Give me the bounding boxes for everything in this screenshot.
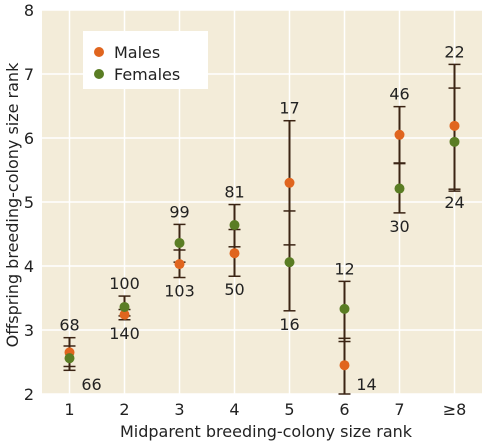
x-tick-label: 3 xyxy=(174,400,184,419)
data-points xyxy=(64,120,460,371)
point-females xyxy=(284,257,295,268)
legend: Males Females xyxy=(83,31,208,89)
n-label-males: 46 xyxy=(389,85,409,104)
n-label-females: 30 xyxy=(389,217,409,236)
x-tick-label: 5 xyxy=(284,400,294,419)
n-label-females: 12 xyxy=(334,259,354,278)
n-label-females: 66 xyxy=(81,375,101,394)
n-label-females: 24 xyxy=(444,193,464,212)
legend-marker-females xyxy=(94,69,104,79)
y-tick-label: 4 xyxy=(24,257,34,276)
y-axis-label: Offspring breeding-colony size rank xyxy=(3,62,22,347)
legend-label-males: Males xyxy=(114,43,160,62)
point-females xyxy=(64,353,75,364)
y-tick-label: 3 xyxy=(24,321,34,340)
point-females xyxy=(339,303,350,314)
point-females xyxy=(449,136,460,147)
point-males xyxy=(339,360,350,371)
x-tick-labels: 1 2 3 4 5 6 7 ≥8 xyxy=(64,400,466,419)
sample-size-labels: 68 140 103 50 17 14 46 22 66 100 99 81 16 12 30 24 xyxy=(59,42,464,394)
legend-box xyxy=(83,31,208,89)
point-males xyxy=(284,177,295,188)
n-label-females: 100 xyxy=(109,274,140,293)
y-tick-label: 7 xyxy=(24,65,34,84)
point-females xyxy=(119,301,130,312)
n-label-females: 81 xyxy=(224,183,244,202)
n-label-males: 17 xyxy=(279,99,299,118)
x-tick-label: ≥8 xyxy=(443,400,467,419)
n-label-males: 68 xyxy=(59,316,79,335)
n-label-males: 14 xyxy=(356,375,376,394)
point-males xyxy=(119,309,130,320)
n-label-males: 140 xyxy=(109,324,140,343)
point-females xyxy=(174,237,185,248)
x-tick-label: 6 xyxy=(339,400,349,419)
n-label-males: 50 xyxy=(224,280,244,299)
legend-label-females: Females xyxy=(114,65,180,84)
y-tick-labels: 2 3 4 5 6 7 8 xyxy=(24,1,34,404)
point-females xyxy=(394,183,405,194)
y-tick-label: 5 xyxy=(24,193,34,212)
point-males xyxy=(229,248,240,259)
n-label-females: 99 xyxy=(169,202,189,221)
n-label-males: 22 xyxy=(444,42,464,61)
y-tick-label: 2 xyxy=(24,385,34,404)
n-label-females: 16 xyxy=(279,315,299,334)
x-axis-label: Midparent breeding-colony size rank xyxy=(120,422,413,441)
y-tick-label: 6 xyxy=(24,129,34,148)
x-tick-label: 2 xyxy=(119,400,129,419)
x-tick-label: 1 xyxy=(64,400,74,419)
x-tick-label: 7 xyxy=(394,400,404,419)
point-males xyxy=(449,120,460,131)
n-label-males: 103 xyxy=(164,282,195,301)
y-tick-label: 8 xyxy=(24,1,34,20)
point-females xyxy=(229,220,240,231)
point-males xyxy=(394,129,405,140)
legend-marker-males xyxy=(94,47,104,57)
point-males xyxy=(174,259,185,270)
x-tick-label: 4 xyxy=(229,400,239,419)
